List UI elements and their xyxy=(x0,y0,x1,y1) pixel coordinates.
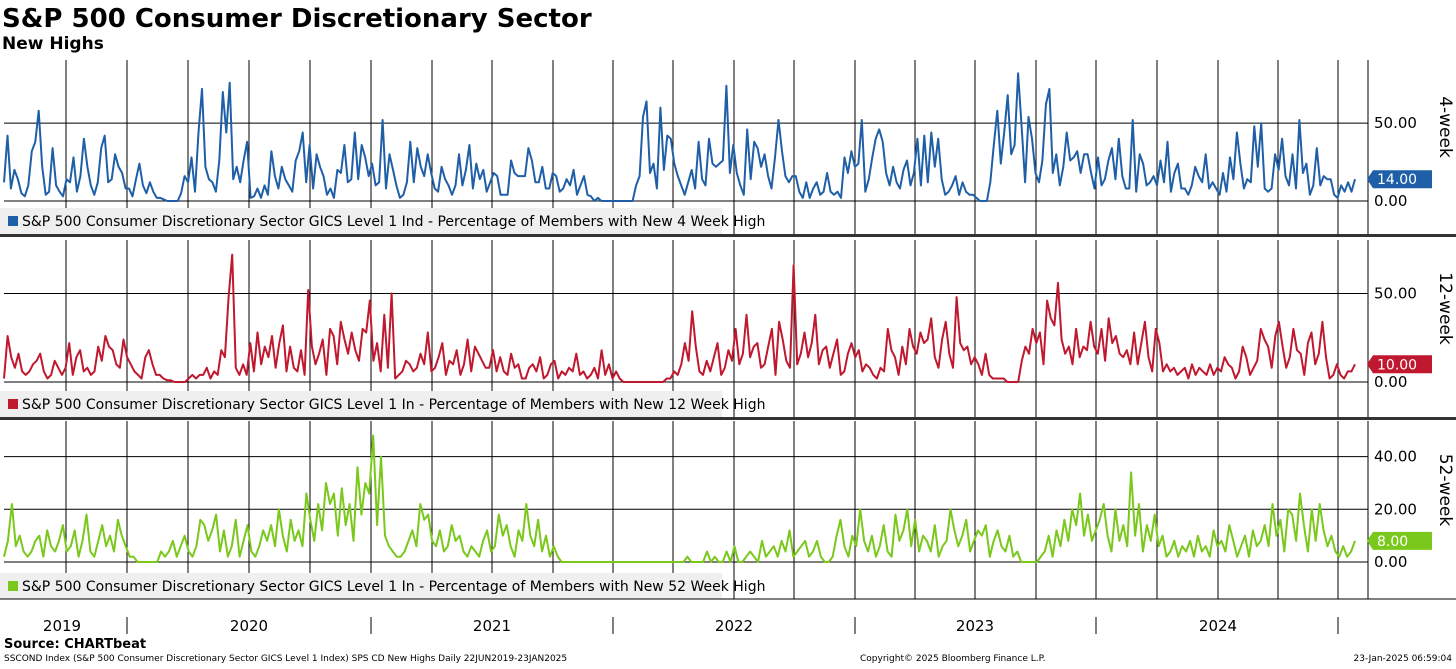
x-tick-label: 2020 xyxy=(230,617,268,635)
last-value-badge xyxy=(1367,531,1432,550)
panel-separator xyxy=(0,234,1456,237)
series-line xyxy=(3,72,1356,202)
x-axis: 2019 2020 2021 2022 2023 2024 xyxy=(0,598,1456,635)
y-tick-label: 20.00 xyxy=(1374,500,1417,518)
last-value-label: 8.00 xyxy=(1377,534,1408,550)
series-line xyxy=(3,253,1356,383)
y-tick-label: 50.00 xyxy=(1374,114,1417,132)
x-tick-label: 2023 xyxy=(956,617,994,635)
y-tick-label: 40.00 xyxy=(1374,448,1417,466)
plot-layer: 0.00 50.00 14.00 S&P 500 Consumer Discretio… xyxy=(0,60,1456,599)
legend-box xyxy=(0,208,722,234)
y-tick-label: 0.00 xyxy=(1374,553,1407,571)
x-tick-label: 2019 xyxy=(43,617,81,635)
x-tick-label: 2022 xyxy=(715,617,753,635)
footer-index-info: SSCOND Index (S&P 500 Consumer Discretio… xyxy=(4,654,567,664)
panel-label: 52-week xyxy=(1435,454,1455,527)
series-line xyxy=(3,434,1356,563)
legend-box xyxy=(0,573,722,599)
y-tick-label: 50.00 xyxy=(1374,285,1417,303)
legend-label: S&P 500 Consumer Discretionary Sector GI… xyxy=(22,579,765,595)
footer-copyright: Copyright© 2025 Bloomberg Finance L.P. xyxy=(860,654,1045,664)
last-value-badge xyxy=(1367,355,1432,374)
legend-swatch xyxy=(8,216,18,226)
panel-label: 12-week xyxy=(1435,272,1455,345)
last-value-label: 14.00 xyxy=(1377,172,1417,188)
last-value-label: 10.00 xyxy=(1377,357,1417,373)
chart-subtitle: New Highs xyxy=(2,34,104,54)
x-tick-label: 2021 xyxy=(473,617,511,635)
y-tick-label: 0.00 xyxy=(1374,373,1407,391)
source-label: Source: CHARTbeat xyxy=(4,637,146,652)
panel-separator xyxy=(0,417,1456,420)
panel-label: 4-week xyxy=(1435,96,1455,158)
chart-title: S&P 500 Consumer Discretionary Sector xyxy=(2,4,592,34)
legend-label: S&P 500 Consumer Discretionary Sector GI… xyxy=(22,397,765,413)
legend-label: S&P 500 Consumer Discretionary Sector GI… xyxy=(22,214,765,230)
legend-swatch xyxy=(8,399,18,409)
legend-swatch xyxy=(8,581,18,591)
footer-timestamp: 23-Jan-2025 06:59:04 xyxy=(1353,654,1452,664)
last-value-badge xyxy=(1367,170,1432,189)
legend-box xyxy=(0,391,722,417)
x-tick-label: 2024 xyxy=(1199,617,1237,635)
y-tick-label: 0.00 xyxy=(1374,192,1407,210)
